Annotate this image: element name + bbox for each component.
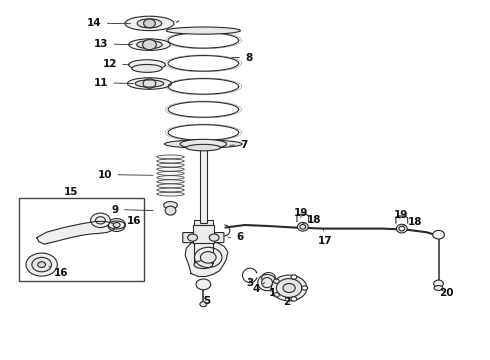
Bar xyxy=(194,220,213,263)
Circle shape xyxy=(26,253,57,276)
Text: 18: 18 xyxy=(403,217,422,227)
Circle shape xyxy=(144,19,155,28)
Text: 16: 16 xyxy=(49,266,69,278)
Ellipse shape xyxy=(164,202,177,209)
Text: 4: 4 xyxy=(253,283,265,294)
Ellipse shape xyxy=(132,64,162,72)
Text: 9: 9 xyxy=(112,204,153,215)
Text: 15: 15 xyxy=(64,187,78,197)
Ellipse shape xyxy=(157,180,184,184)
Circle shape xyxy=(108,219,125,231)
Ellipse shape xyxy=(157,163,184,167)
Circle shape xyxy=(433,230,444,239)
Circle shape xyxy=(291,275,297,279)
Ellipse shape xyxy=(165,206,176,215)
Ellipse shape xyxy=(200,302,207,307)
Ellipse shape xyxy=(137,19,162,28)
Text: 5: 5 xyxy=(203,296,211,306)
Ellipse shape xyxy=(180,139,226,149)
Text: 14: 14 xyxy=(87,18,130,28)
Circle shape xyxy=(143,40,156,50)
Polygon shape xyxy=(37,221,115,244)
Circle shape xyxy=(188,234,197,241)
Text: 1: 1 xyxy=(269,288,276,298)
Ellipse shape xyxy=(186,144,220,151)
Ellipse shape xyxy=(157,167,184,171)
Ellipse shape xyxy=(157,176,184,180)
Ellipse shape xyxy=(157,171,184,175)
Circle shape xyxy=(302,286,308,290)
Ellipse shape xyxy=(157,184,184,188)
Text: 12: 12 xyxy=(103,59,129,69)
Ellipse shape xyxy=(157,192,184,196)
Bar xyxy=(19,198,144,281)
Ellipse shape xyxy=(127,78,172,89)
Text: 6: 6 xyxy=(228,232,244,242)
FancyArrowPatch shape xyxy=(176,21,179,22)
Bar xyxy=(193,225,214,243)
Ellipse shape xyxy=(166,27,241,34)
Ellipse shape xyxy=(276,279,302,297)
Ellipse shape xyxy=(125,16,174,31)
Ellipse shape xyxy=(258,275,276,291)
Ellipse shape xyxy=(399,226,405,231)
Text: 20: 20 xyxy=(440,288,454,298)
Ellipse shape xyxy=(196,279,211,290)
Text: 19: 19 xyxy=(393,210,408,220)
Ellipse shape xyxy=(434,285,443,291)
Ellipse shape xyxy=(137,41,162,49)
Text: 16: 16 xyxy=(126,216,141,226)
Ellipse shape xyxy=(300,225,306,229)
FancyBboxPatch shape xyxy=(183,233,224,243)
Text: 19: 19 xyxy=(294,208,308,218)
Ellipse shape xyxy=(283,284,295,292)
Text: 10: 10 xyxy=(98,170,153,180)
Ellipse shape xyxy=(297,222,308,231)
Ellipse shape xyxy=(262,278,272,288)
Circle shape xyxy=(200,252,216,263)
Circle shape xyxy=(273,293,279,297)
Circle shape xyxy=(291,297,297,301)
Ellipse shape xyxy=(128,60,165,70)
Ellipse shape xyxy=(128,39,171,50)
Circle shape xyxy=(38,262,46,267)
Text: 18: 18 xyxy=(303,215,322,225)
Text: 2: 2 xyxy=(283,297,291,307)
Circle shape xyxy=(273,279,279,283)
Bar xyxy=(200,142,207,223)
Ellipse shape xyxy=(157,188,184,192)
Text: 13: 13 xyxy=(94,39,132,49)
Circle shape xyxy=(209,234,219,241)
Ellipse shape xyxy=(194,261,213,269)
Ellipse shape xyxy=(396,224,407,233)
Polygon shape xyxy=(185,240,228,276)
Circle shape xyxy=(434,280,443,287)
Circle shape xyxy=(113,222,120,228)
Circle shape xyxy=(32,257,51,272)
Text: 17: 17 xyxy=(318,229,332,246)
Circle shape xyxy=(91,213,110,228)
Ellipse shape xyxy=(135,80,164,87)
Text: 3: 3 xyxy=(246,278,253,288)
Text: 11: 11 xyxy=(94,78,133,88)
Ellipse shape xyxy=(157,155,184,159)
Ellipse shape xyxy=(271,275,307,301)
Ellipse shape xyxy=(157,159,184,163)
Text: 8: 8 xyxy=(232,53,252,63)
Ellipse shape xyxy=(165,140,242,148)
Text: 7: 7 xyxy=(230,140,247,150)
